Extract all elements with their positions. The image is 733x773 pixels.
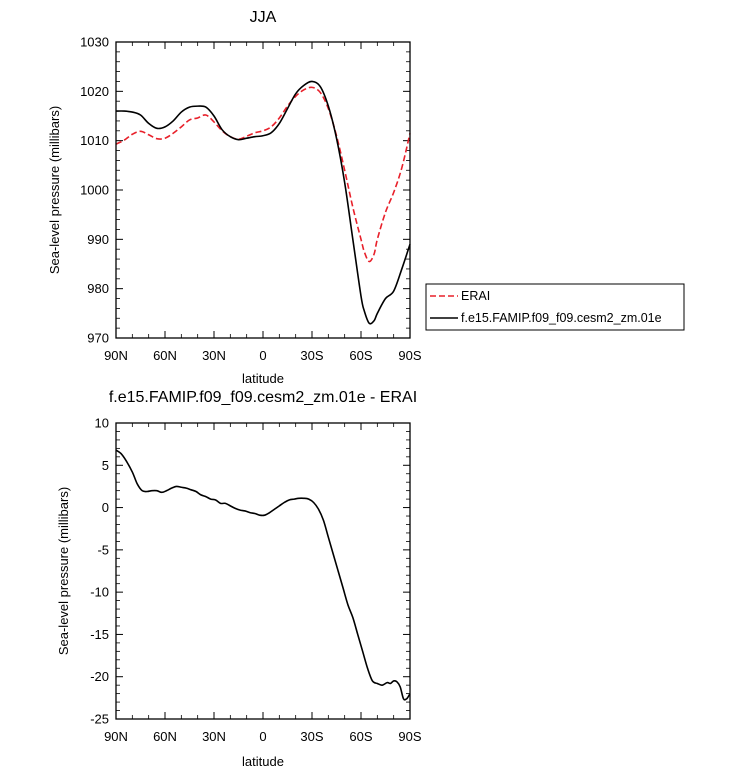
top-plot-frame [115,41,411,339]
bottom-x-tick-label: 90S [398,729,421,744]
top-x-tick-label: 90N [104,348,128,363]
top-x-tick-label: 0 [259,348,266,363]
bottom-x-tick-label: 0 [259,729,266,744]
bottom-x-tick-label: 90N [104,729,128,744]
top-y-tick-label: 980 [87,281,109,296]
top-series-lines [115,80,411,325]
top-series-line-1 [115,80,411,325]
bottom-y-axis-label: Sea-level pressure (millibars) [56,487,71,655]
bottom-y-tick-label: -15 [90,627,109,642]
bottom-x-tick-label: 60S [349,729,372,744]
top-x-tick-label: 30N [202,348,226,363]
top-x-tick-label: 60S [349,348,372,363]
top-y-tick-label: 1000 [80,183,109,198]
top-y-axis-label: Sea-level pressure (millibars) [47,106,62,274]
top-chart-title: JJA [250,9,277,26]
bottom-y-tick-label: -25 [90,712,109,727]
bottom-plot-frame [115,422,411,720]
bottom-x-tick-label: 60N [153,729,177,744]
top-x-tick-label: 30S [300,348,323,363]
top-y-tick-label: 1030 [80,35,109,50]
legend-erai-label: ERAI [461,289,490,303]
top-y-tick-label: 990 [87,232,109,247]
bottom-x-axis-label: latitude [242,754,284,769]
top-x-tick-label: 90S [398,348,421,363]
bottom-x-tick-label: 30N [202,729,226,744]
top-x-axis-label: latitude [242,371,284,386]
bottom-y-tick-label: -10 [90,585,109,600]
top-y-tick-label: 1020 [80,84,109,99]
bottom-x-tick-label: 30S [300,729,323,744]
bottom-y-tick-label: 5 [102,458,109,473]
bottom-y-tick-label: -5 [97,542,109,557]
bottom-y-tick-label: 0 [102,500,109,515]
top-y-tick-label: 1010 [80,133,109,148]
bottom-series-lines [115,449,411,701]
legend-model-label: f.e15.FAMIP.f09_f09.cesm2_zm.01e [461,311,662,325]
bottom-y-tick-label: -20 [90,669,109,684]
bottom-chart-title: f.e15.FAMIP.f09_f09.cesm2_zm.01e - ERAI [109,389,417,406]
legend-box [425,283,685,331]
top-y-tick-label: 970 [87,331,109,346]
legend: ERAI f.e15.FAMIP.f09_f09.cesm2_zm.01e [425,283,685,331]
top-axis-ticks: 90N 60N 30N 0 30S 60S 90S 970 980 990 1000 1010 1020… [80,35,422,364]
top-panel: JJA Sea-level pressure (millibars) latit… [47,9,422,386]
bottom-axis-ticks: 90N 60N 30N 0 30S 60S 90S -25 -20 -15 -10 -5 0 5 10 [90,416,422,745]
bottom-panel: f.e15.FAMIP.f09_f09.cesm2_zm.01e - ERAI … [56,389,422,769]
top-x-tick-label: 60N [153,348,177,363]
bottom-y-tick-label: 10 [95,416,109,431]
top-series-line-0 [115,86,411,263]
bottom-series-line-0 [115,449,411,701]
